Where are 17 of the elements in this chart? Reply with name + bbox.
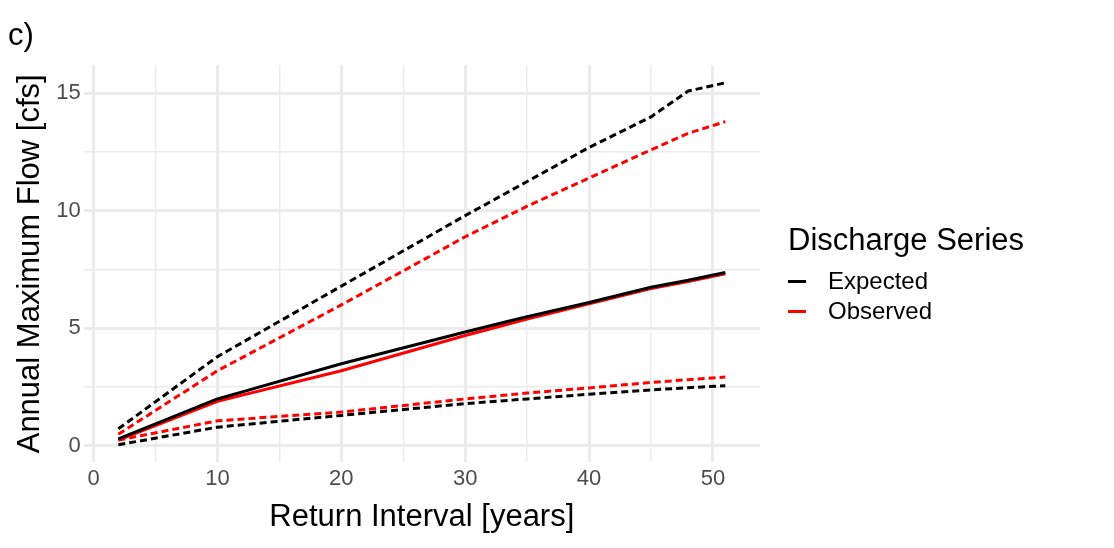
legend-label: Expected (828, 266, 929, 296)
x-tick-label: 20 (329, 464, 354, 490)
x-tick-label: 10 (205, 464, 230, 490)
legend-label: Observed (828, 296, 933, 326)
x-tick-label: 30 (452, 464, 478, 490)
x-tick-label: 50 (700, 464, 726, 490)
y-tick-label: 15 (56, 79, 81, 105)
y-axis-title: Annual Maximum Flow [cfs] (11, 74, 47, 454)
legend-title: Discharge Series (788, 222, 1025, 258)
x-axis-title: Return Interval [years] (269, 497, 575, 533)
y-tick-label: 0 (68, 432, 81, 458)
x-tick-label: 0 (87, 464, 100, 490)
y-tick-label: 5 (68, 314, 81, 340)
y-tick-label: 10 (56, 196, 81, 222)
x-tick-label: 40 (576, 464, 602, 490)
line-series (116, 384, 727, 447)
chart-title: c) (8, 17, 34, 53)
